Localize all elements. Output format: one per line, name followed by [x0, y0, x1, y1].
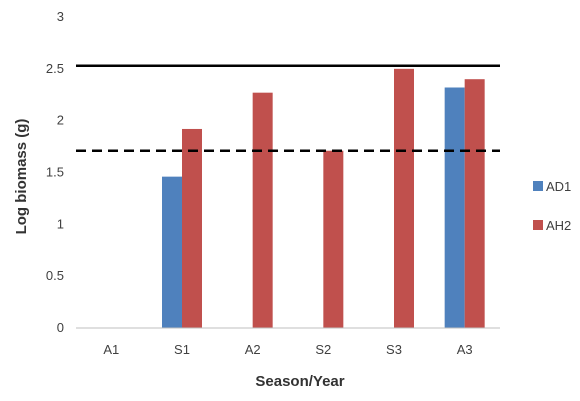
y-tick-label: 3 — [57, 9, 64, 24]
bar-ah2-a3 — [464, 79, 485, 328]
y-tick-label: 1.5 — [46, 165, 64, 180]
legend-label-ad1: AD1 — [546, 179, 571, 194]
y-tick-label: 1 — [57, 216, 64, 231]
x-tick-label: A1 — [103, 342, 119, 357]
bars — [162, 68, 485, 328]
bar-ah2-s2 — [323, 150, 344, 328]
legend-swatch-ad1 — [533, 181, 543, 191]
bar-ah2-s3 — [394, 68, 414, 328]
x-axis-title: Season/Year — [255, 373, 344, 390]
x-tick-label: A3 — [457, 342, 473, 357]
bar-ad1-s1 — [162, 176, 182, 328]
x-tick-label: S3 — [386, 342, 402, 357]
y-axis-ticks: 0 0.5 1 1.5 2 2.5 3 — [46, 9, 64, 335]
x-axis-ticks: A1 S1 A2 S2 S3 A3 — [103, 342, 472, 357]
bar-ad1-a3 — [444, 87, 465, 328]
y-tick-label: 0.5 — [46, 268, 64, 283]
y-tick-label: 2 — [57, 113, 64, 128]
legend-label-ah2: AH2 — [546, 218, 571, 233]
legend-swatch-ah2 — [533, 220, 543, 230]
reference-lines — [76, 64, 500, 152]
y-tick-label: 0 — [57, 320, 64, 335]
x-tick-label: S1 — [174, 342, 190, 357]
bar-ah2-a2 — [252, 92, 273, 328]
y-axis-title: Log biomass (g) — [13, 119, 30, 235]
y-tick-label: 2.5 — [46, 61, 64, 76]
x-tick-label: S2 — [315, 342, 331, 357]
bar-ah2-s1 — [182, 128, 202, 328]
x-tick-label: A2 — [245, 342, 261, 357]
legend: AD1 AH2 — [533, 179, 571, 233]
